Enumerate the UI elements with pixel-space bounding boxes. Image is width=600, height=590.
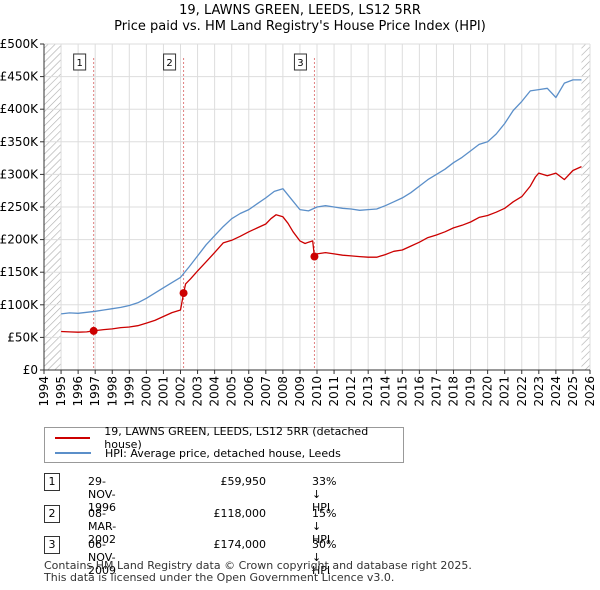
transaction-date: 06-NOV-2009 xyxy=(88,538,116,577)
x-tick-label: 2020 xyxy=(481,376,495,407)
x-tick-label: 1994 xyxy=(37,376,51,407)
x-tick-label: 2016 xyxy=(412,376,426,407)
x-tick-label: 2019 xyxy=(464,376,478,407)
transaction-number: 2 xyxy=(44,505,60,523)
x-tick-label: 2021 xyxy=(498,376,512,407)
legend-label-hpi: HPI: Average price, detached house, Leed… xyxy=(105,446,341,460)
x-tick-label: 1998 xyxy=(105,376,119,407)
x-tick-label: 2004 xyxy=(208,376,222,407)
legend-item-hpi: HPI: Average price, detached house, Leed… xyxy=(55,446,341,460)
x-tick-label: 2026 xyxy=(583,376,597,407)
y-tick-label: £450K xyxy=(0,70,39,84)
hpi-series-line xyxy=(61,79,582,315)
footer-copyright: Contains HM Land Registry data © Crown c… xyxy=(44,559,472,572)
y-tick-label: £100K xyxy=(0,298,39,312)
footer-license: This data is licensed under the Open Gov… xyxy=(44,571,395,584)
y-tick-label: £0 xyxy=(23,363,38,377)
x-tick-label: 2012 xyxy=(344,376,358,407)
y-tick-label: £300K xyxy=(0,167,39,181)
x-tick-label: 2017 xyxy=(429,376,443,407)
x-tick-label: 2001 xyxy=(156,376,170,407)
transaction-label: 1 xyxy=(76,58,82,69)
x-tick-label: 2000 xyxy=(139,376,153,407)
x-tick-label: 2003 xyxy=(191,376,205,407)
transaction-hpi-diff: 33% ↓ HPI xyxy=(312,475,337,514)
transaction-hpi-diff: 15% ↓ HPI xyxy=(312,507,337,546)
x-tick-label: 2006 xyxy=(242,376,256,407)
transaction-label-box xyxy=(73,53,87,71)
x-tick-label: 2013 xyxy=(361,376,375,407)
transaction-point xyxy=(179,289,188,298)
y-tick-label: £150K xyxy=(0,265,39,279)
x-tick-label: 2009 xyxy=(293,376,307,407)
transaction-label: 2 xyxy=(166,58,172,69)
transaction-point xyxy=(89,326,98,335)
y-tick-label: £350K xyxy=(0,135,39,149)
transaction-number: 1 xyxy=(44,473,60,491)
x-tick-label: 2011 xyxy=(327,376,341,407)
x-tick-label: 2023 xyxy=(532,376,546,407)
x-tick-label: 1995 xyxy=(54,376,68,407)
chart-title-line1: 19, LAWNS GREEN, LEEDS, LS12 5RR xyxy=(179,3,421,18)
x-tick-label: 1996 xyxy=(71,376,85,407)
x-tick-label: 2022 xyxy=(515,376,529,407)
chart-legend: 19, LAWNS GREEN, LEEDS, LS12 5RR (detach… xyxy=(44,425,404,463)
y-tick-label: £400K xyxy=(0,102,39,116)
y-tick-label: £200K xyxy=(0,233,39,247)
x-tick-label: 2014 xyxy=(378,376,392,407)
transaction-hpi-diff: 30% ↓ HPI xyxy=(312,538,337,577)
x-tick-label: 2025 xyxy=(566,376,580,407)
price-chart: 1 2 3 £0 £50K £100K £150K £200K £250K £300K £350K… xyxy=(0,37,597,407)
transaction-label-box xyxy=(163,53,177,71)
legend-item-property: 19, LAWNS GREEN, LEEDS, LS12 5RR (detach… xyxy=(55,425,403,451)
transaction-label: 3 xyxy=(297,58,303,69)
x-tick-label: 2002 xyxy=(174,376,188,407)
x-tick-label: 2018 xyxy=(447,376,461,407)
transaction-date: 29-NOV-1996 xyxy=(88,475,116,514)
x-tick-label: 2024 xyxy=(549,376,563,407)
transaction-price: £118,000 xyxy=(213,507,267,520)
transaction-number: 3 xyxy=(44,536,60,554)
y-tick-label: £500K xyxy=(0,37,39,51)
y-tick-label: £50K xyxy=(7,330,39,344)
transaction-price: £174,000 xyxy=(213,538,267,551)
transaction-label-box xyxy=(293,53,307,71)
x-tick-label: 2008 xyxy=(276,376,290,407)
transaction-date: 08-MAR-2002 xyxy=(88,507,117,546)
legend-label-property: 19, LAWNS GREEN, LEEDS, LS12 5RR (detach… xyxy=(104,425,369,451)
x-tick-label: 2007 xyxy=(259,376,273,407)
x-tick-label: 2010 xyxy=(310,376,324,407)
transaction-point xyxy=(310,252,319,261)
chart-title-line2: Price paid vs. HM Land Registry's House … xyxy=(114,19,486,34)
property-series-line xyxy=(61,166,582,333)
x-tick-label: 2015 xyxy=(395,376,409,407)
transaction-price: £59,950 xyxy=(220,475,267,488)
legend-swatch-property xyxy=(55,437,91,439)
x-tick-label: 1999 xyxy=(122,376,136,407)
legend-swatch-hpi xyxy=(55,452,91,454)
x-tick-label: 1997 xyxy=(88,376,102,407)
x-tick-label: 2005 xyxy=(225,376,239,407)
y-tick-label: £250K xyxy=(0,200,39,214)
